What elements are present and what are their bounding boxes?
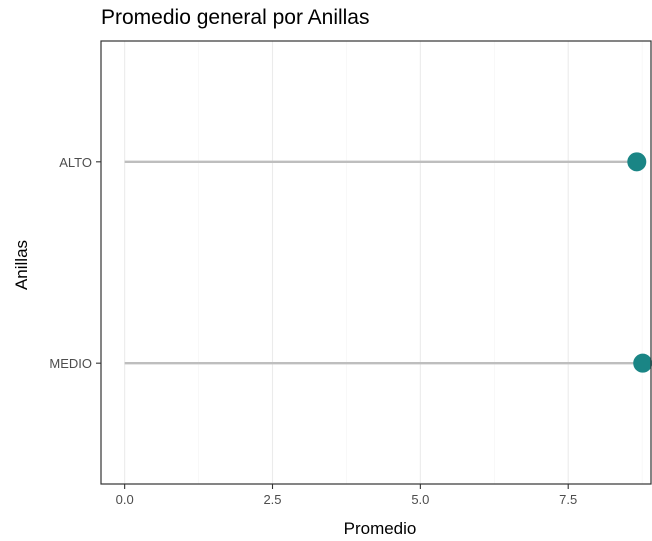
chart-title: Promedio general por Anillas (101, 6, 370, 29)
y-tick-label-alto: ALTO (59, 155, 92, 170)
data-point-medio (633, 353, 652, 373)
data-point-alto (627, 152, 647, 172)
y-axis-title: Anillas (12, 240, 31, 290)
x-tick-label: 7.5 (559, 492, 577, 507)
x-tick-label: 0.0 (116, 492, 134, 507)
panel-border (100, 40, 652, 485)
x-tick-label: 2.5 (263, 492, 281, 507)
y-tick-label-medio: MEDIO (49, 356, 92, 371)
x-tick-label: 5.0 (411, 492, 429, 507)
x-axis-title: Promedio (344, 519, 417, 538)
grid-lines (124, 41, 643, 484)
data-marks (124, 152, 652, 373)
axes: 0.0 2.5 5.0 7.5 ALTO MEDIO (49, 155, 577, 507)
